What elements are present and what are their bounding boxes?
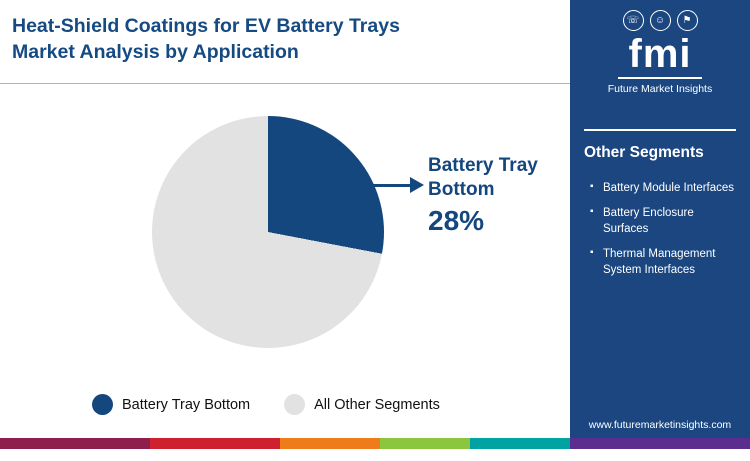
website-url: www.futuremarketinsights.com	[588, 419, 732, 431]
legend-label: All Other Segments	[314, 396, 440, 413]
callout: Battery Tray Bottom 28%	[428, 154, 568, 237]
logo-text: fmi	[628, 32, 692, 76]
callout-label: Battery Tray Bottom	[428, 155, 538, 200]
logo-divider	[618, 77, 702, 79]
megaphone-icon	[622, 10, 644, 31]
strip-segment	[0, 438, 150, 449]
pie-chart	[152, 116, 384, 348]
flag-icon	[676, 10, 698, 31]
callout-value: 28%	[428, 204, 485, 236]
legend: Battery Tray Bottom All Other Segments	[92, 394, 440, 415]
logo-tagline: Future Market Insights	[607, 83, 713, 95]
legend-swatch-all-other-segments	[284, 394, 306, 415]
footer-color-strip	[0, 438, 750, 449]
list-item-label: Battery Module Interfaces	[603, 182, 735, 194]
person-icon	[649, 10, 671, 31]
fmi-logo: fmi Future Market Insights	[570, 0, 750, 95]
callout-arrow-line	[370, 184, 414, 187]
strip-segment	[280, 438, 380, 449]
legend-label: Battery Tray Bottom	[122, 396, 251, 413]
list-item: Battery Enclosure Surfaces	[590, 205, 736, 237]
list-item-label: Thermal Management System Interfaces	[603, 248, 716, 277]
sidebar: fmi Future Market Insights Other Segment…	[570, 0, 750, 438]
strip-segment	[380, 438, 470, 449]
callout-arrow-head-icon	[410, 177, 424, 193]
other-segments-list: Battery Module Interfaces Battery Enclos…	[584, 180, 736, 278]
chart-area: Heat-Shield Coatings for EV Battery Tray…	[0, 0, 570, 415]
list-item: Thermal Management System Interfaces	[590, 246, 736, 278]
legend-item: All Other Segments	[284, 394, 440, 415]
page-title: Heat-Shield Coatings for EV Battery Tray…	[0, 0, 570, 85]
strip-segment	[150, 438, 280, 449]
list-item-label: Battery Enclosure Surfaces	[603, 207, 694, 236]
logo-icons	[570, 10, 750, 31]
list-item: Battery Module Interfaces	[590, 180, 736, 196]
strip-segment	[470, 438, 570, 449]
strip-segment	[570, 438, 750, 449]
legend-item: Battery Tray Bottom	[92, 394, 250, 415]
other-segments-section: Other Segments Battery Module Interfaces…	[584, 129, 736, 278]
other-segments-title: Other Segments	[584, 144, 704, 161]
legend-swatch-battery-tray-bottom	[92, 394, 113, 415]
